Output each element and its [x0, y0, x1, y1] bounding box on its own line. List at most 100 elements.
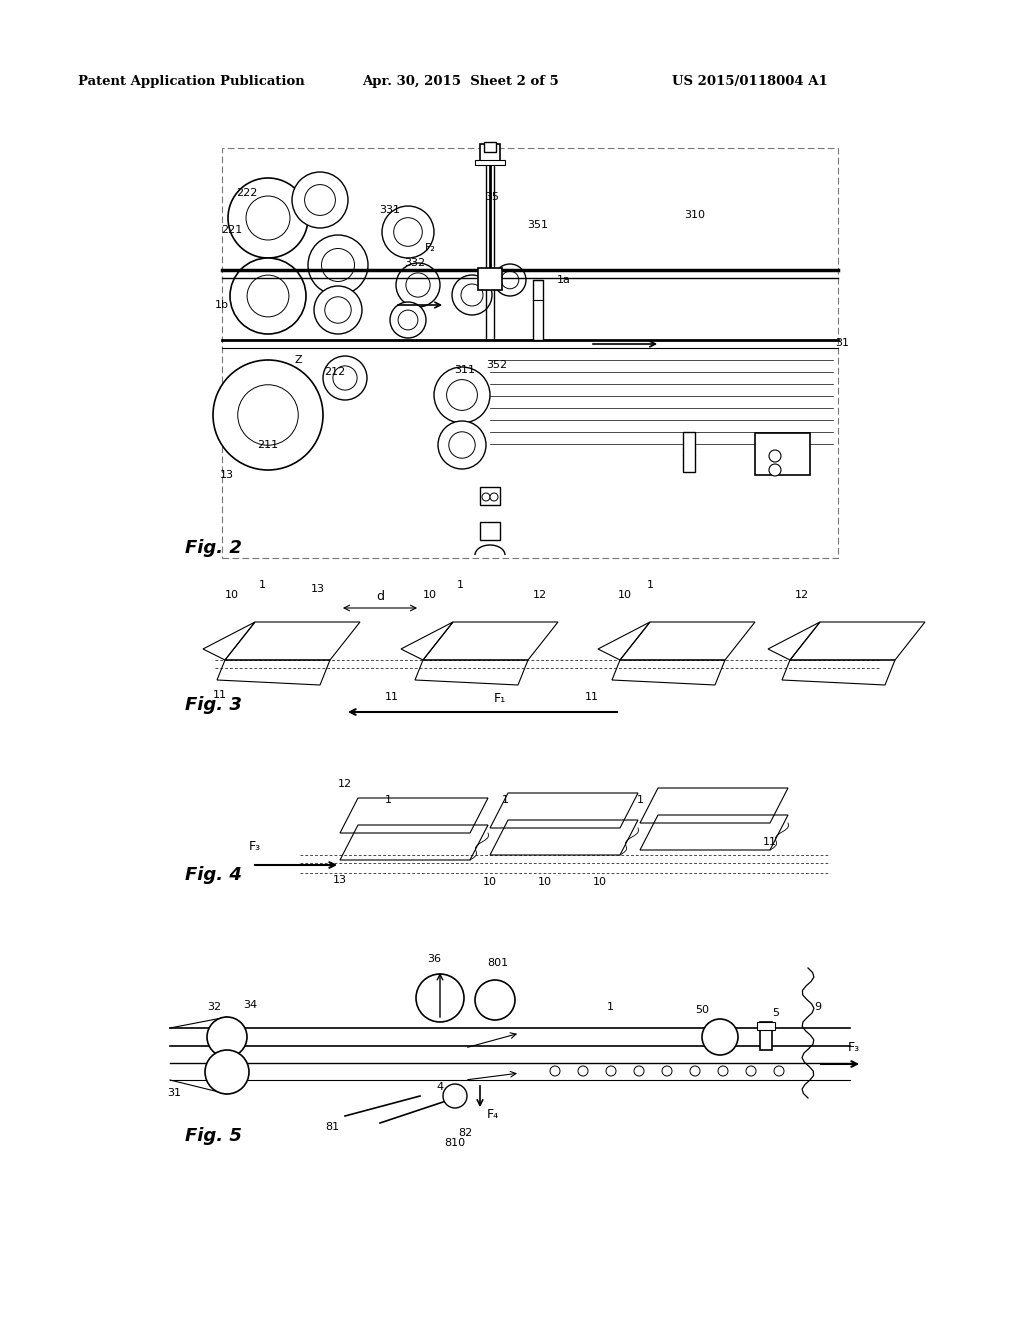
Text: 10: 10 [423, 590, 437, 601]
Text: 10: 10 [618, 590, 632, 601]
Text: 12: 12 [532, 590, 547, 601]
Text: 13: 13 [333, 875, 347, 884]
Text: F₃: F₃ [848, 1041, 860, 1053]
Text: Apr. 30, 2015  Sheet 2 of 5: Apr. 30, 2015 Sheet 2 of 5 [362, 75, 559, 88]
Circle shape [550, 1067, 560, 1076]
Text: 31: 31 [835, 338, 849, 348]
Text: 1: 1 [457, 579, 464, 590]
Text: 5: 5 [772, 1008, 779, 1018]
Text: 81: 81 [325, 1122, 339, 1133]
Text: 10: 10 [225, 590, 239, 601]
Text: 212: 212 [325, 367, 346, 378]
Text: Patent Application Publication: Patent Application Publication [78, 75, 305, 88]
Circle shape [308, 235, 368, 294]
Bar [480, 521, 500, 540]
Circle shape [494, 264, 526, 296]
Text: 352: 352 [486, 360, 508, 370]
Circle shape [205, 1049, 249, 1094]
Text: 32: 32 [207, 1002, 221, 1012]
Text: 1a: 1a [557, 275, 571, 285]
Text: 221: 221 [221, 224, 243, 235]
Circle shape [207, 1016, 247, 1057]
Text: 35: 35 [485, 191, 499, 202]
Circle shape [662, 1067, 672, 1076]
Text: 11: 11 [763, 837, 777, 847]
Circle shape [501, 271, 519, 289]
Circle shape [769, 465, 781, 477]
Circle shape [398, 310, 418, 330]
Circle shape [333, 366, 357, 391]
Circle shape [461, 284, 483, 306]
Text: d: d [376, 590, 384, 603]
Circle shape [230, 257, 306, 334]
Circle shape [449, 432, 475, 458]
Text: 351: 351 [527, 220, 549, 230]
Circle shape [490, 492, 498, 502]
Text: F₃: F₃ [249, 840, 261, 853]
Circle shape [702, 1019, 738, 1055]
Text: 1: 1 [258, 579, 265, 590]
Circle shape [746, 1067, 756, 1076]
Bar [222, 148, 838, 558]
Circle shape [774, 1067, 784, 1076]
Text: F₄: F₄ [487, 1107, 499, 1121]
Text: 12: 12 [795, 590, 809, 601]
Text: 11: 11 [585, 692, 599, 702]
Circle shape [228, 178, 308, 257]
Circle shape [438, 421, 486, 469]
Circle shape [443, 1084, 467, 1107]
Circle shape [578, 1067, 588, 1076]
Bar [757, 1022, 775, 1030]
Text: 1b: 1b [215, 300, 229, 310]
Circle shape [323, 356, 367, 400]
Text: 11: 11 [385, 692, 399, 702]
Text: Fig. 4: Fig. 4 [185, 866, 242, 884]
Circle shape [213, 360, 323, 470]
Bar [683, 432, 695, 473]
Text: F₂: F₂ [425, 243, 435, 253]
Text: 10: 10 [593, 876, 607, 887]
Text: 1: 1 [502, 795, 509, 805]
Bar [534, 280, 543, 341]
Circle shape [434, 367, 490, 422]
Circle shape [325, 297, 351, 323]
Circle shape [482, 492, 490, 502]
Circle shape [390, 302, 426, 338]
Text: Fig. 3: Fig. 3 [185, 696, 242, 714]
Text: 50: 50 [695, 1005, 709, 1015]
Circle shape [634, 1067, 644, 1076]
Circle shape [406, 273, 430, 297]
Text: 12: 12 [338, 779, 352, 789]
Circle shape [446, 380, 477, 411]
Circle shape [393, 218, 422, 247]
Text: 13: 13 [220, 470, 234, 480]
Text: 11: 11 [213, 690, 227, 700]
Circle shape [769, 450, 781, 462]
Circle shape [382, 206, 434, 257]
Text: 310: 310 [684, 210, 706, 220]
Circle shape [247, 275, 289, 317]
Text: 801: 801 [487, 958, 509, 968]
Bar [480, 144, 500, 162]
Text: 332: 332 [404, 257, 426, 268]
Circle shape [606, 1067, 616, 1076]
Text: 10: 10 [483, 876, 497, 887]
Circle shape [416, 974, 464, 1022]
Circle shape [246, 195, 290, 240]
Text: 211: 211 [257, 440, 279, 450]
Bar [484, 143, 496, 152]
Circle shape [396, 263, 440, 308]
Text: US 2015/0118004 A1: US 2015/0118004 A1 [672, 75, 827, 88]
Text: 331: 331 [380, 205, 400, 215]
Circle shape [292, 172, 348, 228]
Text: 1: 1 [637, 795, 643, 805]
Circle shape [475, 979, 515, 1020]
Text: 9: 9 [814, 1002, 821, 1012]
Text: 1: 1 [384, 795, 391, 805]
Text: Fig. 2: Fig. 2 [185, 539, 242, 557]
Text: 311: 311 [455, 366, 475, 375]
Text: 1: 1 [606, 1002, 613, 1012]
Text: Z: Z [294, 355, 302, 366]
Text: 810: 810 [444, 1138, 466, 1148]
Bar [480, 487, 500, 506]
